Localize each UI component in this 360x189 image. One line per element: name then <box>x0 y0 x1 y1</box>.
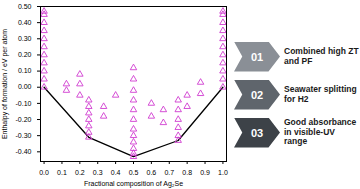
svg-text:Fractional composition of Ag₂S: Fractional composition of Ag₂Se <box>84 180 183 188</box>
svg-text:0.30: 0.30 <box>18 35 32 42</box>
svg-text:0.50: 0.50 <box>18 3 32 10</box>
svg-text:-0.10: -0.10 <box>16 100 32 107</box>
svg-text:0.0: 0.0 <box>39 169 49 176</box>
svg-text:0.4: 0.4 <box>111 169 121 176</box>
svg-text:0.6: 0.6 <box>147 169 157 176</box>
svg-text:-0.20: -0.20 <box>16 116 32 123</box>
html-text:02: 02 <box>250 88 264 101</box>
svg-text:-0.30: -0.30 <box>16 132 32 139</box>
svg-text:0.20: 0.20 <box>18 51 32 58</box>
svg-text:0.7: 0.7 <box>164 169 174 176</box>
html-text:Seawater splitting for H2: Seawater splitting for H2 <box>284 83 357 104</box>
svg-text:0.10: 0.10 <box>18 67 32 74</box>
html-text:01: 01 <box>250 50 264 63</box>
svg-text:0.8: 0.8 <box>182 169 192 176</box>
html-text:03: 03 <box>250 126 264 139</box>
svg-text:0.3: 0.3 <box>93 169 103 176</box>
svg-text:1.0: 1.0 <box>218 169 228 176</box>
svg-text:0.2: 0.2 <box>75 169 85 176</box>
svg-text:0.5: 0.5 <box>129 169 139 176</box>
svg-text:Enthalpy of formation / eV per: Enthalpy of formation / eV per atom <box>1 29 9 139</box>
html-text:Good absorbance in visible-UV: Good absorbance in visible-UV range <box>284 116 357 147</box>
svg-text:0.00: 0.00 <box>18 83 32 90</box>
svg-text:0.40: 0.40 <box>18 19 32 26</box>
svg-text:0.1: 0.1 <box>57 169 67 176</box>
svg-text:-0.40: -0.40 <box>16 148 32 155</box>
svg-text:0.9: 0.9 <box>200 169 210 176</box>
html-text:Combined high ZT and PF: Combined high ZT and PF <box>284 45 359 66</box>
